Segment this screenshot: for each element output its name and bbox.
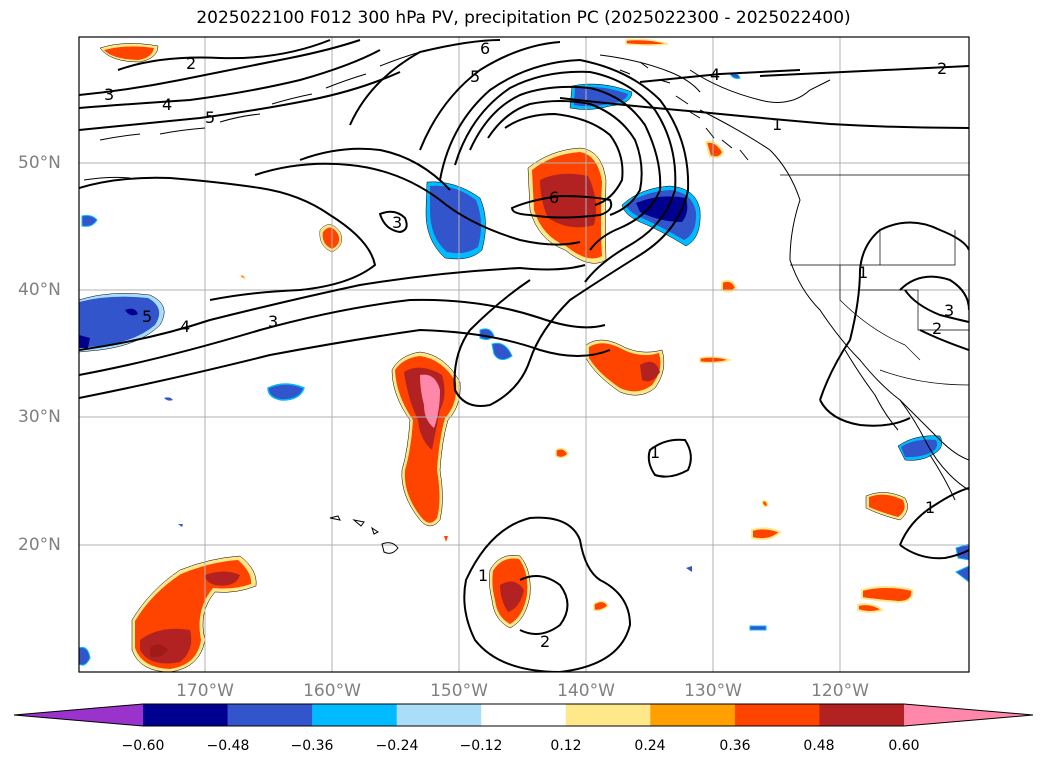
contour-label-3: 3 xyxy=(392,213,402,232)
contour-label-3: 3 xyxy=(944,301,954,320)
contour-label-3: 3 xyxy=(268,312,278,331)
colorbar-tick: 0.48 xyxy=(803,738,835,754)
colorbar-bin xyxy=(143,704,229,726)
lon-label-160w: 160°W xyxy=(303,681,361,701)
map-title: 2025022100 F012 300 hPa PV, precipitatio… xyxy=(196,8,851,28)
colorbar-bin xyxy=(227,704,313,726)
contour-label-1: 1 xyxy=(925,498,935,517)
colorbar-bin xyxy=(312,704,398,726)
colorbar-bin xyxy=(396,704,482,726)
contour-labels: 3 4 2 5 6 5 4 2 1 6 3 5 4 3 1 1 2 3 2 1 … xyxy=(104,39,954,651)
precipitation-fields xyxy=(79,38,969,672)
contour-label-5: 5 xyxy=(205,108,215,127)
colorbar-bin xyxy=(734,704,820,726)
lon-label-140w: 140°W xyxy=(557,681,615,701)
contour-label-4: 4 xyxy=(710,65,720,84)
colorbar-tick: −0.48 xyxy=(206,738,250,754)
contour-label-3: 3 xyxy=(104,85,114,104)
contour-label-1: 1 xyxy=(858,263,868,282)
colorbar-tick: 0.60 xyxy=(888,738,920,754)
lat-label-40n: 40°N xyxy=(18,280,61,300)
political-borders xyxy=(780,174,969,386)
lat-label-30n: 30°N xyxy=(18,407,61,427)
contour-label-6: 6 xyxy=(480,39,490,58)
colorbar-tick: −0.60 xyxy=(121,738,165,754)
lon-label-120w: 120°W xyxy=(811,681,869,701)
colorbar-bin xyxy=(481,704,567,726)
colorbar-bin xyxy=(565,704,651,726)
contour-label-5: 5 xyxy=(142,307,152,326)
contour-label-5: 5 xyxy=(470,67,480,86)
pv-contours xyxy=(79,39,969,672)
colorbar-tick: 0.36 xyxy=(719,738,751,754)
lon-label-150w: 150°W xyxy=(430,681,488,701)
colorbar-tick: 0.12 xyxy=(550,738,582,754)
contour-label-2: 2 xyxy=(540,632,550,651)
lon-label-170w: 170°W xyxy=(176,681,234,701)
lat-label-50n: 50°N xyxy=(18,153,61,173)
colorbar-tick: −0.36 xyxy=(290,738,334,754)
contour-label-4: 4 xyxy=(162,95,172,114)
colorbar-extend-max xyxy=(904,704,1033,726)
contour-label-2: 2 xyxy=(932,319,942,338)
contour-label-1: 1 xyxy=(478,566,488,585)
colorbar-tick: −0.24 xyxy=(375,738,419,754)
contour-label-2: 2 xyxy=(937,59,947,78)
contour-label-1: 1 xyxy=(772,115,782,134)
contour-label-4: 4 xyxy=(180,317,190,336)
coastlines xyxy=(83,51,969,554)
colorbar xyxy=(13,703,1034,727)
colorbar-tick: −0.12 xyxy=(459,738,503,754)
contour-label-1: 1 xyxy=(650,443,660,462)
lat-label-20n: 20°N xyxy=(18,535,61,555)
contour-label-2: 2 xyxy=(186,54,196,73)
plot-frame xyxy=(78,36,970,673)
lon-label-130w: 130°W xyxy=(684,681,742,701)
graticule xyxy=(79,37,969,672)
contour-label-6: 6 xyxy=(549,188,559,207)
colorbar-extend-min xyxy=(14,704,143,726)
colorbar-bin xyxy=(819,704,905,726)
colorbar-bin xyxy=(650,704,736,726)
colorbar-outline xyxy=(13,703,1034,727)
colorbar-tick: 0.24 xyxy=(634,738,666,754)
